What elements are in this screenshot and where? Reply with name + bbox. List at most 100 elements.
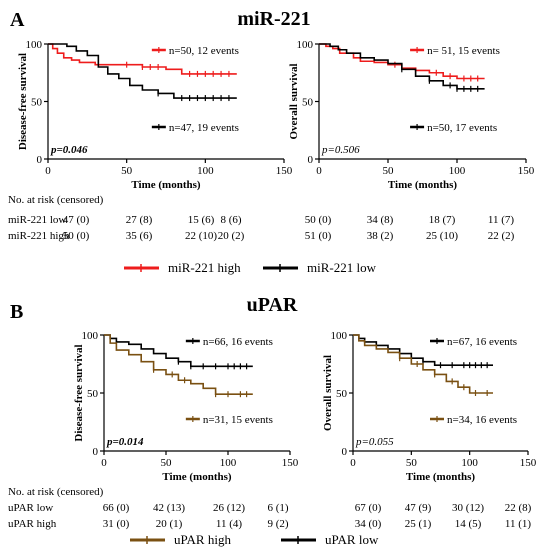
risk-cell-dfs: 66 (0) <box>103 502 130 514</box>
y-tick-label: 100 <box>297 39 314 51</box>
x-tick-label: 150 <box>518 165 535 177</box>
risk-cell-os: 51 (0) <box>305 230 332 242</box>
risk-row-label: miR-221 low <box>8 214 66 226</box>
series-label: n=34, 16 events <box>447 414 517 426</box>
p-value: p=0.046 <box>50 144 88 156</box>
risk-cell-dfs: 11 (4) <box>216 518 243 530</box>
risk-row-label: miR-221 high <box>8 230 70 242</box>
risk-cell-os: 34 (0) <box>355 518 382 530</box>
survival-curve <box>353 334 493 366</box>
y-axis-label: Overall survival <box>288 63 300 139</box>
survival-curve <box>104 334 253 368</box>
panel-title: uPAR <box>247 294 298 316</box>
y-axis-label: Disease-free survival <box>73 344 85 441</box>
legend-label: miR-221 high <box>168 260 241 275</box>
p-value: p=0.055 <box>355 436 394 448</box>
y-tick-label: 0 <box>342 446 348 458</box>
risk-cell-os: 22 (2) <box>488 230 515 242</box>
risk-cell-dfs: 31 (0) <box>103 518 130 530</box>
y-tick-label: 50 <box>87 388 99 400</box>
risk-cell-dfs: 22 (10) <box>185 230 217 242</box>
x-tick-label: 150 <box>282 457 299 469</box>
y-tick-label: 0 <box>37 154 43 166</box>
risk-cell-os: 47 (9) <box>405 502 432 514</box>
survival-curve <box>104 334 253 395</box>
x-tick-label: 50 <box>383 165 395 177</box>
risk-cell-dfs: 15 (6) <box>188 214 215 226</box>
panel-letter-a: A <box>10 9 25 31</box>
risk-cell-dfs: 35 (6) <box>126 230 153 242</box>
x-tick-label: 0 <box>45 165 51 177</box>
risk-cell-dfs: 6 (1) <box>267 502 288 514</box>
x-tick-label: 50 <box>406 457 418 469</box>
x-axis-label: Time (months) <box>388 179 457 191</box>
x-tick-label: 100 <box>197 165 214 177</box>
risk-cell-dfs: 20 (1) <box>156 518 183 530</box>
risk-cell-os: 67 (0) <box>355 502 382 514</box>
series-label: n=67, 16 events <box>447 336 517 348</box>
risk-cell-os: 25 (1) <box>405 518 432 530</box>
risk-cell-os: 30 (12) <box>452 502 484 514</box>
risk-cell-dfs: 27 (8) <box>126 214 153 226</box>
y-tick-label: 100 <box>82 330 99 342</box>
x-tick-label: 0 <box>101 457 107 469</box>
risk-cell-os: 50 (0) <box>305 214 332 226</box>
y-tick-label: 50 <box>31 97 43 109</box>
x-axis-label: Time (months) <box>162 471 231 483</box>
series-label: n=31, 15 events <box>203 414 273 426</box>
risk-cell-os: 38 (2) <box>367 230 394 242</box>
risk-cell-os: 18 (7) <box>429 214 456 226</box>
y-axis-label: Disease-free survival <box>17 53 29 150</box>
panel-letter-b: B <box>10 301 23 323</box>
y-tick-label: 100 <box>26 39 43 51</box>
x-axis-label: Time (months) <box>406 471 475 483</box>
risk-cell-dfs: 47 (0) <box>63 214 90 226</box>
survival-curve <box>48 43 237 75</box>
risk-cell-dfs: 20 (2) <box>218 230 245 242</box>
y-tick-label: 0 <box>308 154 314 166</box>
x-tick-label: 100 <box>449 165 466 177</box>
legend-label: uPAR low <box>325 532 379 547</box>
risk-cell-os: 14 (5) <box>455 518 482 530</box>
risk-cell-os: 22 (8) <box>505 502 532 514</box>
series-label: n=66, 16 events <box>203 336 273 348</box>
risk-cell-dfs: 26 (12) <box>213 502 245 514</box>
x-tick-label: 50 <box>161 457 173 469</box>
x-tick-label: 150 <box>276 165 293 177</box>
risk-cell-dfs: 42 (13) <box>153 502 185 514</box>
x-tick-label: 0 <box>350 457 356 469</box>
series-label: n=50, 12 events <box>169 45 239 57</box>
risk-row-label: uPAR high <box>8 518 57 530</box>
risk-cell-os: 11 (1) <box>505 518 532 530</box>
legend-label: miR-221 low <box>307 260 377 275</box>
panel-title: miR-221 <box>237 8 310 30</box>
p-value: p=0.506 <box>321 144 360 156</box>
risk-table-header: No. at risk (censored) <box>8 486 104 498</box>
series-label: n=47, 19 events <box>169 122 239 134</box>
km-chart: 0 50 100 150 0 50 100 Time (months) Overall surv… <box>322 330 537 483</box>
x-tick-label: 150 <box>520 457 537 469</box>
series-label: n=50, 17 events <box>427 122 497 134</box>
x-tick-label: 0 <box>316 165 322 177</box>
y-tick-label: 100 <box>331 330 348 342</box>
x-tick-label: 100 <box>461 457 478 469</box>
risk-cell-os: 11 (7) <box>488 214 515 226</box>
survival-curve <box>319 43 485 90</box>
risk-cell-dfs: 50 (0) <box>63 230 90 242</box>
survival-curve <box>319 43 485 80</box>
p-value: p=0.014 <box>106 436 144 448</box>
x-axis-label: Time (months) <box>131 179 200 191</box>
risk-cell-dfs: 8 (6) <box>220 214 241 226</box>
risk-cell-dfs: 9 (2) <box>267 518 288 530</box>
series-label: n= 51, 15 events <box>427 45 500 57</box>
y-tick-label: 0 <box>93 446 99 458</box>
km-chart: 0 50 100 150 0 50 100 Time (months) Overall surv… <box>288 39 535 191</box>
risk-table-header: No. at risk (censored) <box>8 194 104 206</box>
risk-cell-os: 34 (8) <box>367 214 394 226</box>
x-tick-label: 50 <box>121 165 133 177</box>
y-tick-label: 50 <box>336 388 348 400</box>
y-axis-label: Overall survival <box>322 355 334 431</box>
legend-label: uPAR high <box>174 532 231 547</box>
survival-curve <box>353 334 493 394</box>
